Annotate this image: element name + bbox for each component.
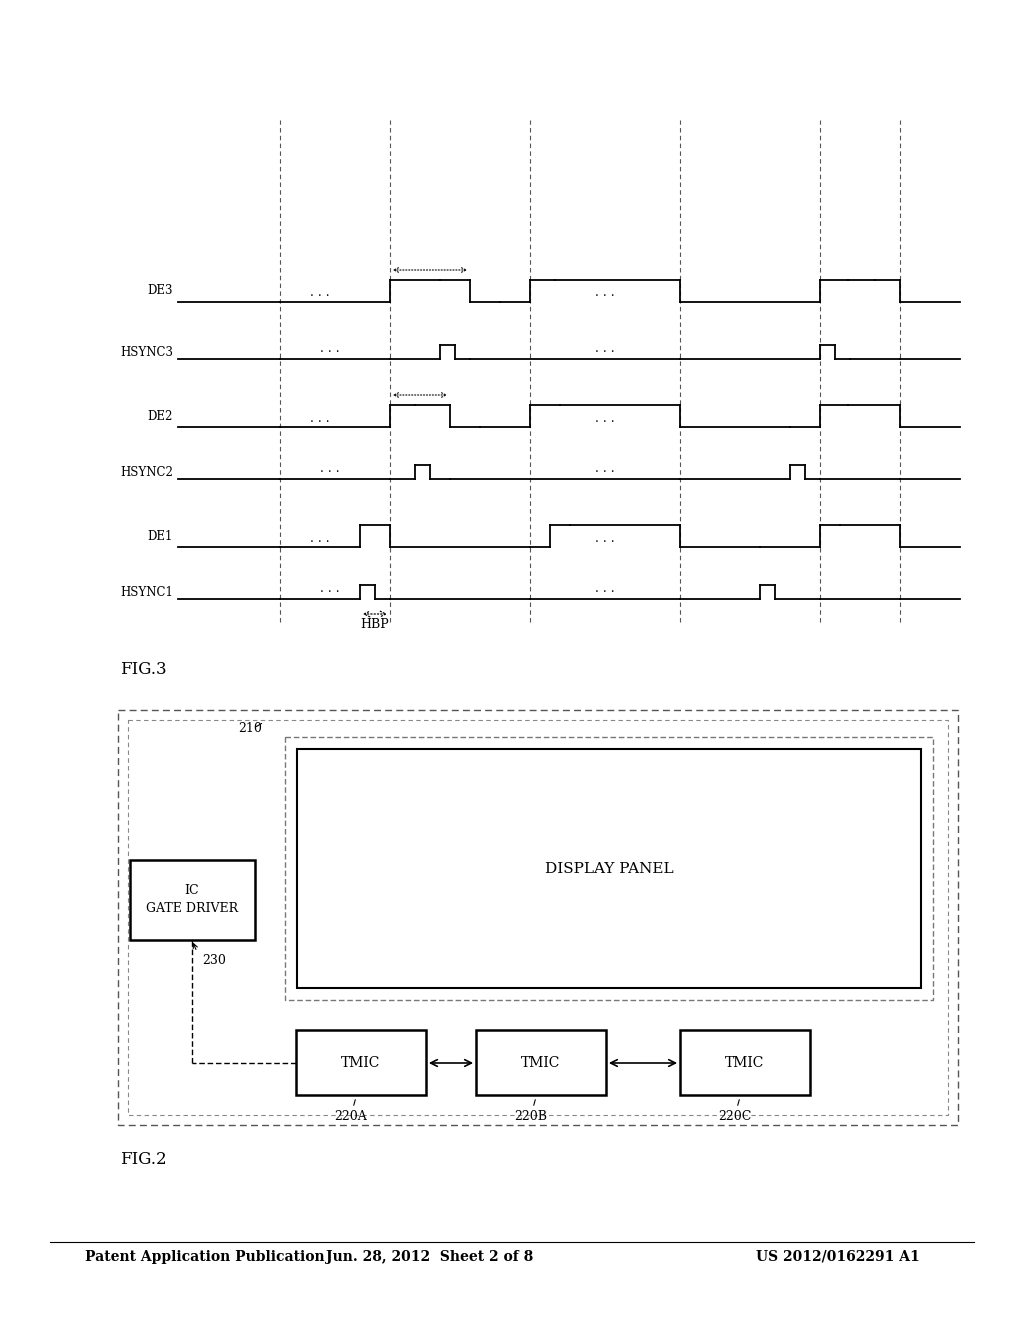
Text: DE2: DE2 xyxy=(147,409,173,422)
Text: 220C: 220C xyxy=(718,1110,752,1123)
Text: TMIC: TMIC xyxy=(725,1056,765,1071)
Text: TMIC: TMIC xyxy=(341,1056,381,1071)
Text: Jun. 28, 2012  Sheet 2 of 8: Jun. 28, 2012 Sheet 2 of 8 xyxy=(327,1250,534,1265)
Text: HBP: HBP xyxy=(360,618,389,631)
Text: · · ·: · · · xyxy=(310,290,330,304)
Text: FIG.2: FIG.2 xyxy=(120,1151,167,1168)
Text: DE3: DE3 xyxy=(147,285,173,297)
Text: · · ·: · · · xyxy=(321,346,340,359)
Text: DISPLAY PANEL: DISPLAY PANEL xyxy=(545,862,674,876)
Bar xyxy=(130,861,255,940)
Text: 220B: 220B xyxy=(514,1110,548,1123)
Text: DE1: DE1 xyxy=(147,529,173,543)
Text: Patent Application Publication: Patent Application Publication xyxy=(85,1250,325,1265)
Text: · · ·: · · · xyxy=(321,586,340,598)
Bar xyxy=(680,1030,810,1096)
Bar xyxy=(296,1030,426,1096)
Text: IC: IC xyxy=(184,883,200,896)
Bar xyxy=(285,737,933,1001)
Text: 230: 230 xyxy=(202,953,226,966)
Bar xyxy=(128,719,948,1115)
Text: FIG.3: FIG.3 xyxy=(120,661,167,678)
Text: · · ·: · · · xyxy=(595,346,614,359)
Text: · · ·: · · · xyxy=(310,416,330,429)
Text: US 2012/0162291 A1: US 2012/0162291 A1 xyxy=(757,1250,920,1265)
Text: · · ·: · · · xyxy=(595,416,614,429)
Text: 220A: 220A xyxy=(335,1110,368,1123)
Text: · · ·: · · · xyxy=(595,536,614,549)
Bar xyxy=(476,1030,606,1096)
Text: · · ·: · · · xyxy=(310,536,330,549)
Text: · · ·: · · · xyxy=(595,466,614,479)
Text: · · ·: · · · xyxy=(595,586,614,598)
Text: GATE DRIVER: GATE DRIVER xyxy=(146,902,238,915)
Text: HSYNC2: HSYNC2 xyxy=(120,466,173,479)
Text: · · ·: · · · xyxy=(321,466,340,479)
Bar xyxy=(297,748,921,987)
Text: 210: 210 xyxy=(238,722,262,734)
Text: HSYNC3: HSYNC3 xyxy=(120,346,173,359)
Text: TMIC: TMIC xyxy=(521,1056,561,1071)
Text: · · ·: · · · xyxy=(595,290,614,304)
Bar xyxy=(118,710,958,1125)
Text: HSYNC1: HSYNC1 xyxy=(120,586,173,598)
